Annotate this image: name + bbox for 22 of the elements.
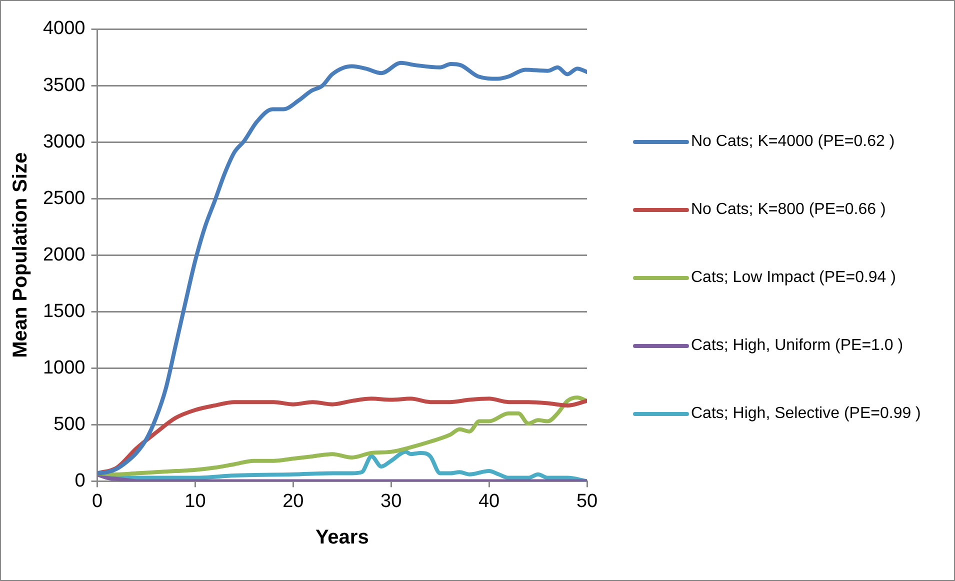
legend-label: Cats; Low Impact (PE=0.94 )	[691, 268, 896, 288]
x-axis-title: Years	[315, 526, 369, 549]
legend-label: No Cats; K=4000 (PE=0.62 )	[691, 132, 895, 152]
y-tick-label: 3500	[42, 74, 86, 96]
legend-label: Cats; High, Uniform (PE=1.0 )	[691, 336, 904, 356]
x-tick-label: 50	[576, 490, 598, 512]
x-tick-label: 40	[478, 490, 500, 512]
y-tick-label: 2000	[42, 244, 86, 266]
y-axis-title: Mean Population Size	[10, 152, 32, 358]
y-tick-label: 1500	[42, 300, 86, 322]
y-tick-label: 1000	[42, 357, 86, 378]
y-tick-label: 4000	[42, 18, 86, 40]
x-tick-label: 20	[282, 490, 304, 512]
y-tick-label: 3000	[42, 131, 86, 152]
legend-label: Cats; High, Selective (PE=0.99 )	[691, 404, 921, 424]
x-tick-label: 0	[92, 490, 103, 512]
y-tick-label: 0	[74, 470, 86, 492]
x-tick-label: 10	[184, 490, 206, 512]
y-tick-label: 2500	[42, 188, 86, 209]
x-tick-label: 30	[380, 490, 402, 512]
y-tick-label: 500	[54, 414, 86, 435]
legend-label: No Cats; K=800 (PE=0.66 )	[691, 200, 886, 220]
